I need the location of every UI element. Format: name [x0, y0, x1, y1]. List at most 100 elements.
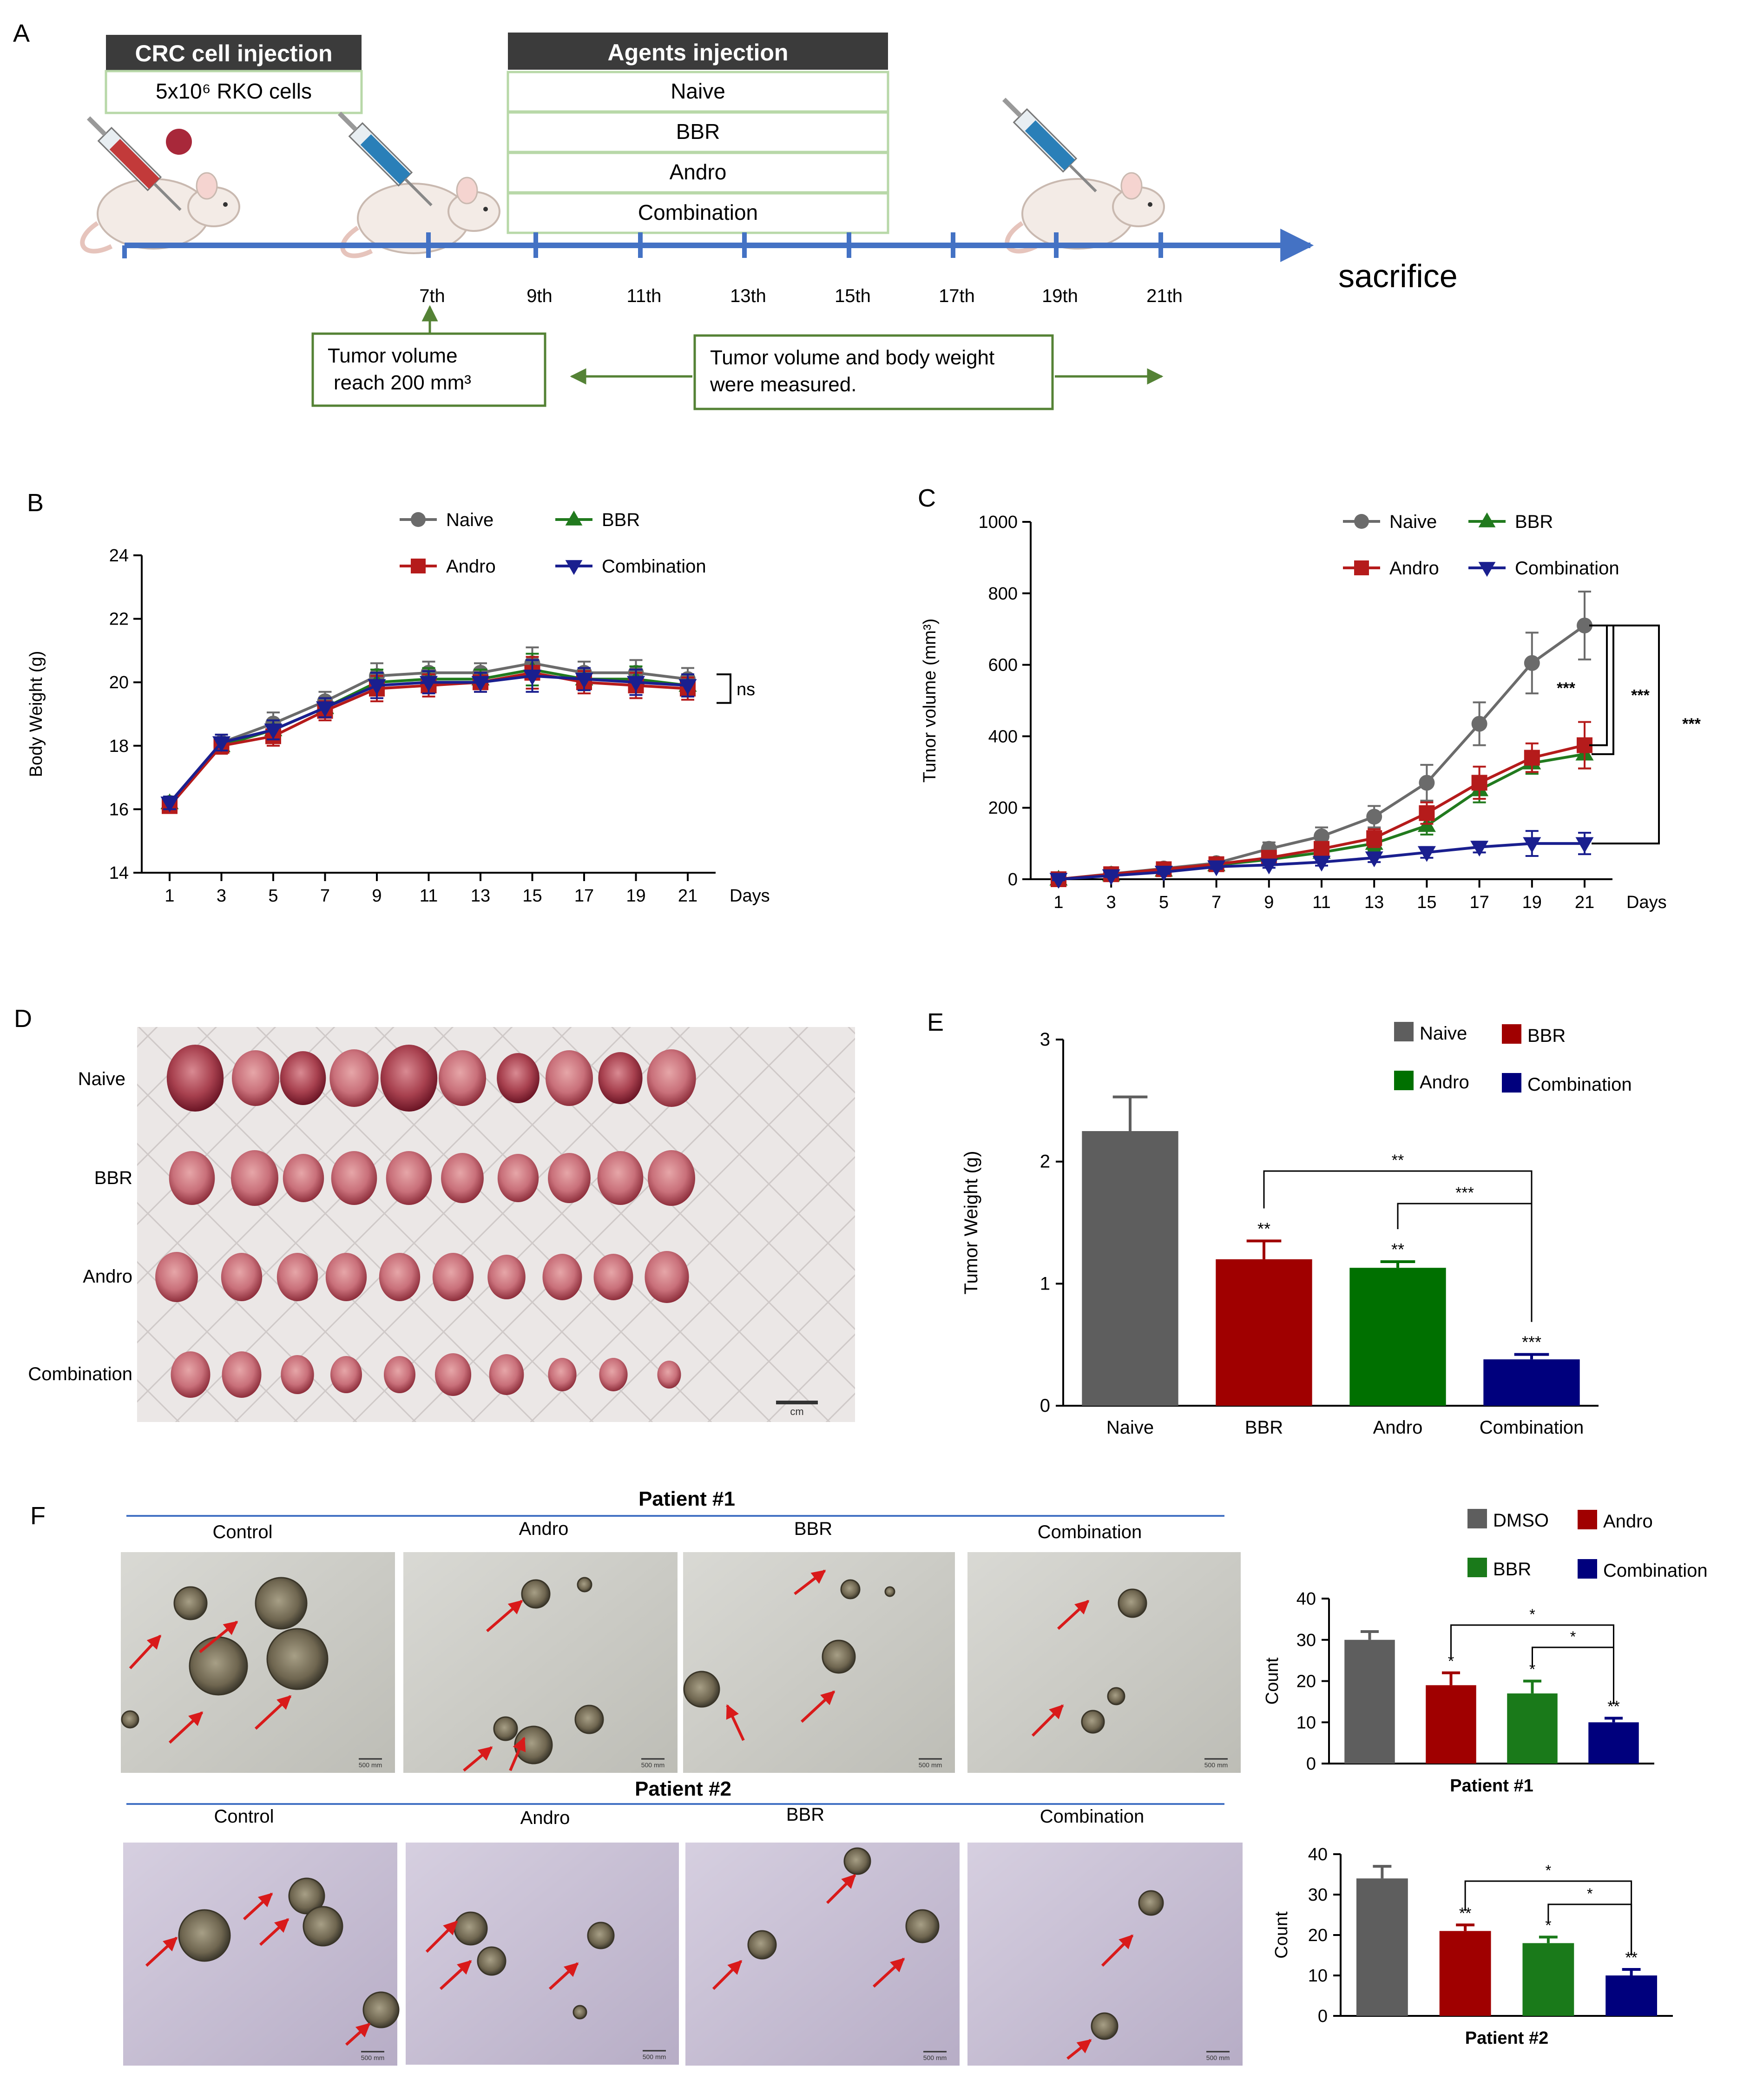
data-point: [1524, 655, 1540, 671]
y-tick-label: 0: [1040, 1396, 1050, 1416]
syringe-1-icon: [86, 116, 182, 211]
legend-marker: [411, 512, 426, 527]
tumor: [283, 1154, 324, 1202]
ns-bracket: [717, 673, 731, 704]
x-tick-label: 3: [1106, 893, 1116, 912]
panel-f: F Patient #1 Patient #2 Control Andro BB…: [30, 1488, 1708, 2066]
panel-e-label: E: [927, 1008, 944, 1036]
row-label-naive: Naive: [78, 1069, 125, 1089]
organoid: [477, 1946, 507, 1976]
red-arrow: [800, 1690, 836, 1723]
x-tick-label: 19: [1522, 893, 1542, 912]
y-tick-label: 18: [109, 737, 129, 756]
y-tick-label: 24: [109, 546, 129, 566]
organoid: [587, 1922, 615, 1949]
panel-d-label: D: [14, 1005, 32, 1033]
tumor: [325, 1253, 367, 1301]
agent-label: Andro: [670, 160, 727, 184]
red-arrow: [425, 1920, 458, 1953]
red-arrow: [509, 1737, 526, 1771]
tumor: [648, 1150, 695, 1206]
bar: [1522, 1943, 1574, 2016]
sig-label: **: [1391, 1240, 1404, 1259]
p1-col-combination: Combination: [1038, 1522, 1142, 1542]
agents-header-box: [508, 33, 888, 70]
panel-f-label: F: [30, 1502, 46, 1530]
tumor: [280, 1051, 326, 1105]
sig-bracket: [1592, 625, 1660, 845]
sig-label: ***: [1557, 679, 1575, 697]
tumor: [439, 1050, 486, 1106]
patient2-title: Patient #2: [635, 1777, 731, 1800]
error-bar: [1373, 1865, 1392, 1879]
x-tick-label: 5: [268, 886, 278, 906]
organoid: [266, 1628, 329, 1690]
y-tick-label: 20: [109, 673, 129, 692]
red-arrow: [1066, 2039, 1092, 2060]
tumor: [497, 1154, 539, 1202]
x-tick-label: Andro: [1373, 1417, 1423, 1438]
tumor-cell-icon: [166, 129, 192, 155]
sig-label: *: [1587, 1885, 1593, 1902]
organoid: [884, 1586, 895, 1597]
organoid: [1081, 1710, 1105, 1734]
microscopy-image: 500 mm: [403, 1552, 678, 1773]
data-point: [523, 669, 542, 685]
data-point: [1260, 858, 1278, 875]
organoid: [493, 1716, 518, 1741]
p2-col-bbr: BBR: [786, 1804, 824, 1825]
tumor: [548, 1358, 577, 1391]
data-point: [1575, 837, 1594, 853]
timeline-day-label: 19th: [1042, 286, 1078, 306]
tumor-rows: [155, 1045, 696, 1398]
microscopy-image: 500 mm: [967, 1843, 1243, 2066]
image-background: [121, 1552, 395, 1773]
x-tick-label: 19: [626, 886, 645, 906]
red-arrow: [726, 1704, 745, 1741]
data-point: [1102, 869, 1120, 885]
legend-label: Naive: [1389, 512, 1437, 532]
microscopy-image: 500 mm: [123, 1843, 400, 2066]
legend-label: BBR: [1527, 1026, 1566, 1046]
bar: [1439, 1931, 1491, 2016]
tumor: [171, 1351, 211, 1398]
organoid: [747, 1930, 777, 1960]
crc-header: CRC cell injection: [135, 40, 332, 66]
agent-box: [507, 71, 889, 113]
data-point: [1523, 837, 1541, 853]
x-tick-label: 7: [320, 886, 330, 906]
y-tick-label: 0: [1306, 1754, 1316, 1774]
agent-label: Combination: [638, 200, 758, 224]
p1-col-andro: Andro: [519, 1519, 569, 1539]
tumor: [155, 1252, 198, 1302]
red-arrow: [548, 1962, 579, 1990]
legend: Naive BBR Andro Combination: [1394, 1022, 1632, 1095]
tumor: [281, 1355, 314, 1394]
data-point: [212, 736, 231, 752]
tumor: [647, 1049, 696, 1107]
x-tick-label: 7: [1211, 893, 1221, 912]
tumor: [432, 1253, 474, 1301]
red-arrow: [345, 2022, 371, 2046]
sig-label: ***: [1522, 1333, 1541, 1352]
data-point: [1417, 846, 1436, 862]
scale-bar-label: 500 mm: [1204, 1761, 1228, 1769]
error-bar: [1360, 1630, 1379, 1640]
timeline-ticks: 7th 9th 11th 13th 15th 17th 19th 21th: [419, 232, 1183, 306]
organoid: [121, 1710, 139, 1729]
legend-swatch: [1578, 1559, 1597, 1579]
data-point: [471, 676, 490, 692]
timeline-day-label: 17th: [939, 286, 975, 306]
timeline-day-label: 7th: [419, 286, 445, 306]
data-point: [1154, 866, 1173, 882]
bar: [1356, 1878, 1408, 2016]
tumor: [222, 1351, 262, 1398]
timeline-day-label: 11th: [627, 286, 662, 306]
x-tick-label: Naive: [1106, 1417, 1154, 1438]
error-bar: [1622, 1968, 1641, 1975]
red-arrow: [254, 1695, 292, 1730]
crc-cells: 5x10⁶ RKO cells: [156, 79, 312, 103]
